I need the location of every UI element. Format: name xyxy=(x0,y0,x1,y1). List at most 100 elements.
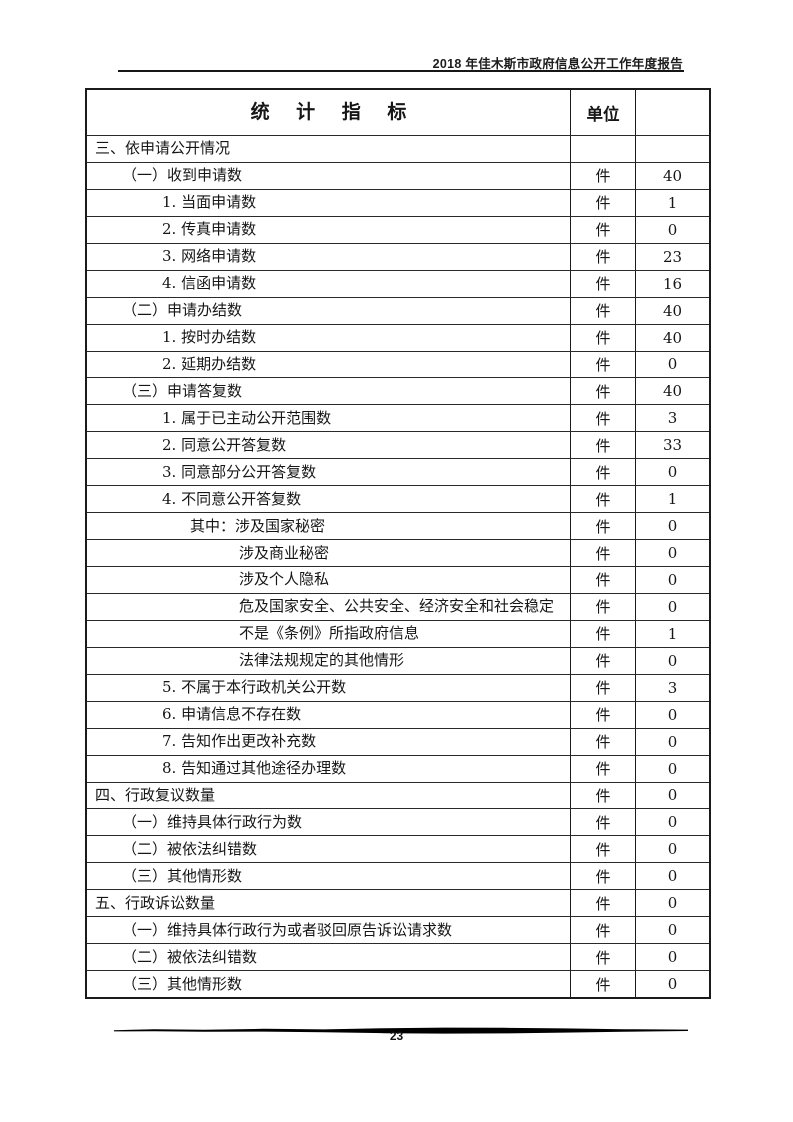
table-row: （三）其他情形数 件 0 xyxy=(87,862,709,890)
table-row: 涉及商业秘密 件 0 xyxy=(87,539,709,566)
table-row: 6. 申请信息不存在数 件 0 xyxy=(87,700,709,728)
table-row: 危及国家安全、公共安全、经济安全和社会稳定件 0 xyxy=(87,592,709,620)
indicator-cell: （二）被依法纠错数 xyxy=(122,839,258,858)
unit-cell: 件 xyxy=(570,378,635,405)
value-cell: 0 xyxy=(635,890,709,917)
unit-cell: 件 xyxy=(570,728,635,755)
indicator-cell: （三）其他情形数 xyxy=(122,866,243,885)
indicator-cell: 1. 属于已主动公开范围数 xyxy=(162,408,332,427)
unit-cell: 件 xyxy=(570,162,635,189)
indicator-cell: 涉及商业秘密 xyxy=(239,543,330,562)
unit-cell: 件 xyxy=(570,540,635,566)
table-row: 4. 不同意公开答复数 件 1 xyxy=(87,485,709,513)
unit-cell: 件 xyxy=(570,486,635,513)
table-row: （一）维持具体行政行为数 件 0 xyxy=(87,808,709,836)
value-cell: 0 xyxy=(635,809,709,836)
indicator-cell: 2. 同意公开答复数 xyxy=(162,435,287,454)
value-cell: 0 xyxy=(635,863,709,890)
value-cell: 40 xyxy=(635,297,709,324)
value-cell: 1 xyxy=(635,620,709,647)
unit-cell: 件 xyxy=(570,593,635,620)
footer-rule-line xyxy=(114,1027,688,1034)
unit-cell: 件 xyxy=(570,836,635,863)
unit-cell: 件 xyxy=(570,351,635,378)
table-row: （二）申请办结数 件 40 xyxy=(87,296,709,324)
indicator-cell: 不是《条例》所指政府信息 xyxy=(239,624,420,643)
table-row: 涉及个人隐私 件 0 xyxy=(87,566,709,593)
indicator-cell: （三）其他情形数 xyxy=(122,974,243,993)
value-cell: 0 xyxy=(635,459,709,486)
table-row: 1. 按时办结数 件 40 xyxy=(87,323,709,351)
unit-cell: 件 xyxy=(570,405,635,432)
indicator-cell: 4. 信函申请数 xyxy=(162,274,257,293)
value-cell: 0 xyxy=(635,513,709,540)
indicator-cell: 3. 同意部分公开答复数 xyxy=(162,462,317,481)
indicator-cell: 5. 不属于本行政机关公开数 xyxy=(162,678,347,697)
unit-cell: 件 xyxy=(570,189,635,216)
indicator-column-header: 统 计 指 标 xyxy=(250,101,417,123)
indicator-cell: （一）收到申请数 xyxy=(122,166,243,185)
table-row: 其中：涉及国家秘密 件 0 xyxy=(87,512,709,540)
unit-cell xyxy=(570,136,635,162)
unit-cell: 件 xyxy=(570,459,635,486)
unit-cell: 件 xyxy=(570,755,635,782)
value-cell: 0 xyxy=(635,216,709,243)
value-cell: 23 xyxy=(635,243,709,270)
table-row: 2. 延期办结数 件 0 xyxy=(87,350,709,378)
unit-cell: 件 xyxy=(570,324,635,351)
unit-cell: 件 xyxy=(570,432,635,459)
value-cell: 0 xyxy=(635,540,709,566)
unit-cell: 件 xyxy=(570,243,635,270)
value-cell: 3 xyxy=(635,405,709,432)
indicator-cell: 3. 网络申请数 xyxy=(162,247,257,266)
indicator-cell: 7. 告知作出更改补充数 xyxy=(162,732,317,751)
header-rule xyxy=(118,70,684,72)
value-cell: 0 xyxy=(635,647,709,674)
unit-cell: 件 xyxy=(570,944,635,971)
table-row: 2. 传真申请数 件 0 xyxy=(87,215,709,243)
table-row: 2. 同意公开答复数 件 33 xyxy=(87,431,709,459)
table-row: 5. 不属于本行政机关公开数 件 3 xyxy=(87,673,709,701)
unit-cell: 件 xyxy=(570,674,635,701)
unit-column-header: 单位 xyxy=(570,90,635,135)
table-header-row: 统 计 指 标 单位 xyxy=(87,90,709,135)
footer-rule xyxy=(114,1021,688,1034)
value-cell: 0 xyxy=(635,836,709,863)
value-cell: 0 xyxy=(635,351,709,378)
indicator-cell: （二）申请办结数 xyxy=(122,301,243,320)
value-cell: 40 xyxy=(635,378,709,405)
value-cell: 0 xyxy=(635,567,709,593)
value-cell: 3 xyxy=(635,674,709,701)
value-cell: 0 xyxy=(635,782,709,809)
table-row: 3. 网络申请数 件 23 xyxy=(87,242,709,270)
value-cell xyxy=(635,136,709,162)
unit-cell: 件 xyxy=(570,647,635,674)
table-row: （三）其他情形数 件 0 xyxy=(87,970,709,997)
table-row: 8. 告知通过其他途径办理数 件 0 xyxy=(87,754,709,782)
unit-cell: 件 xyxy=(570,809,635,836)
indicator-cell: （一）维持具体行政行为或者驳回原告诉讼请求数 xyxy=(122,920,453,939)
indicator-cell: （二）被依法纠错数 xyxy=(122,947,258,966)
value-cell: 40 xyxy=(635,324,709,351)
indicator-cell: 其中：涉及国家秘密 xyxy=(190,516,326,535)
value-cell: 1 xyxy=(635,486,709,513)
value-cell: 0 xyxy=(635,728,709,755)
table-row: 4. 信函申请数 件 16 xyxy=(87,269,709,297)
table-row: 三、依申请公开情况 xyxy=(87,135,709,162)
page-number: 23 xyxy=(389,1029,404,1043)
unit-cell: 件 xyxy=(570,270,635,297)
unit-cell: 件 xyxy=(570,917,635,944)
indicator-cell: （三）申请答复数 xyxy=(122,381,243,400)
indicator-cell: 2. 传真申请数 xyxy=(162,220,257,239)
table-row: （三）申请答复数 件 40 xyxy=(87,377,709,405)
indicator-cell: 涉及个人隐私 xyxy=(239,570,330,589)
table-row: 1. 属于已主动公开范围数 件 3 xyxy=(87,404,709,432)
value-cell: 0 xyxy=(635,593,709,620)
indicator-cell: 4. 不同意公开答复数 xyxy=(162,489,302,508)
unit-cell: 件 xyxy=(570,567,635,593)
statistics-table: 统 计 指 标 单位 三、依申请公开情况 （一）收到申请数件 40 1. 当面申请数件… xyxy=(85,88,711,999)
indicator-cell: 6. 申请信息不存在数 xyxy=(162,705,302,724)
value-cell: 0 xyxy=(635,917,709,944)
indicator-cell: （一）维持具体行政行为数 xyxy=(122,812,303,831)
